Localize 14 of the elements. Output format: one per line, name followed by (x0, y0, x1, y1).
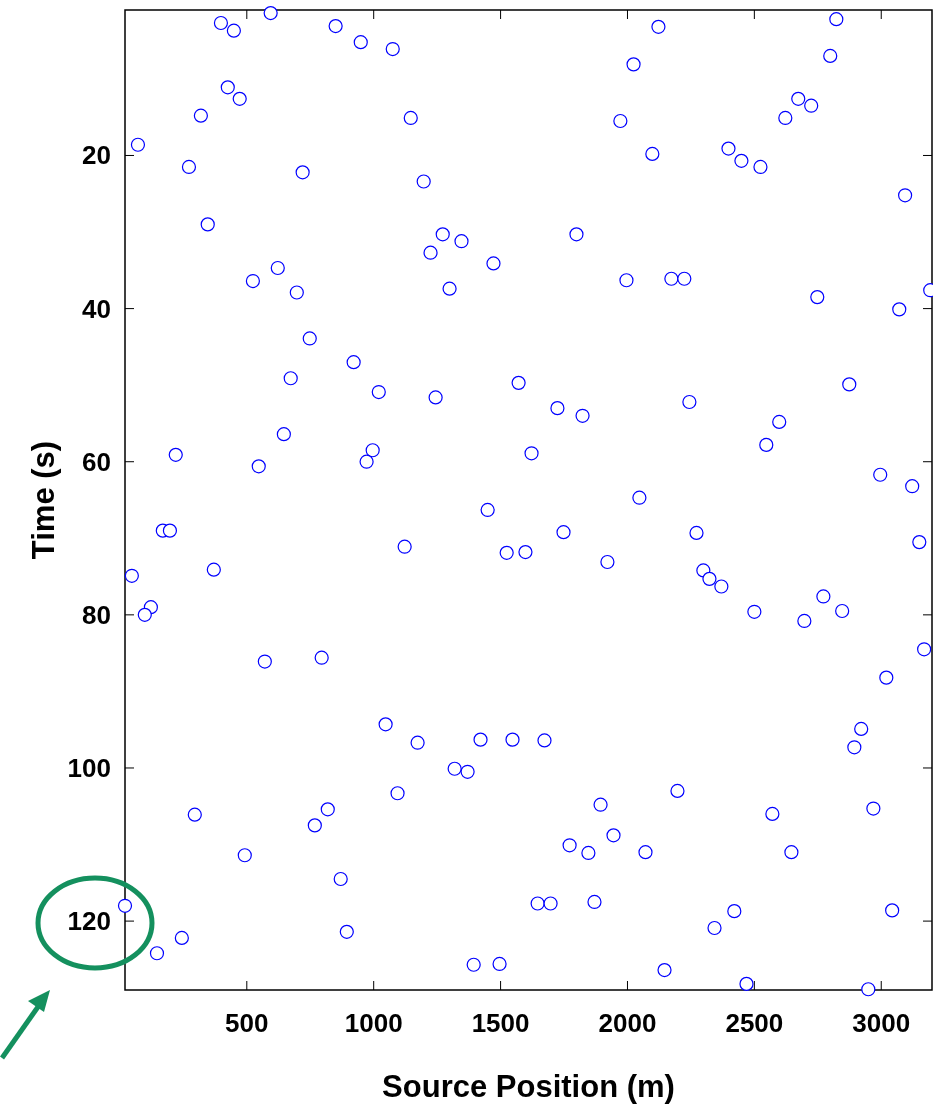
y-tick-label: 40 (82, 293, 111, 324)
y-tick-label: 20 (82, 140, 111, 171)
x-tick-label: 3000 (852, 1008, 911, 1038)
y-tick-label: 80 (82, 599, 111, 630)
y-tick-label: 120 (67, 906, 111, 937)
y-axis-title: Time (s) (26, 440, 61, 560)
x-tick-label: 2000 (598, 1008, 657, 1038)
x-tick-label: 500 (225, 1008, 269, 1038)
x-axis-title: Source Position (m) (382, 1069, 675, 1104)
y-tick-label: 100 (67, 752, 111, 783)
x-tick-label: 1500 (471, 1008, 530, 1038)
x-tick-label: 1000 (344, 1008, 403, 1038)
y-tick-label: 60 (82, 446, 111, 477)
x-tick-label: 2500 (725, 1008, 784, 1038)
